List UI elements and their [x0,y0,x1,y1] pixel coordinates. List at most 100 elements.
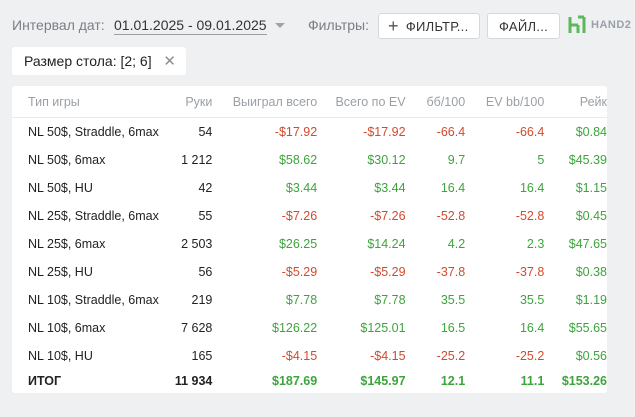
game-type-cell: NL 25$, 6max [28,237,106,251]
table-row[interactable]: NL 25$, Straddle, 6max 55 -$7.26 -$7.26 -52.… [12,202,607,230]
table-row[interactable]: NL 10$, HU 165 -$4.15 -$4.15 -25.2 -25.2 $0.56 [12,342,607,370]
bb100-cell: 16.5 [440,321,466,335]
rake-cell: $0.84 [575,125,607,139]
bb100-cell: -66.4 [436,125,466,139]
table-row[interactable]: NL 50$, Straddle, 6max 54 -$17.92 -$17.92 -6… [12,118,607,147]
bb100-cell: -37.8 [436,265,466,279]
bb100-cell: -52.8 [436,209,466,223]
game-type-cell: NL 10$, Straddle, 6max [28,293,159,307]
table-row[interactable]: NL 25$, HU 56 -$5.29 -$5.29 -37.8 -37.8 $0.38 [12,258,607,286]
bb100-cell: 9.7 [447,153,466,167]
hands-cell: 7 628 [181,321,213,335]
close-icon[interactable]: ✕ [163,53,176,70]
bb100-cell: 4.2 [447,237,466,251]
filter-chip-label: Размер стола: [2; 6] [24,53,152,69]
date-range-picker[interactable]: 01.01.2025 - 09.01.2025 [114,17,267,35]
ev-bb100-cell: 16.4 [519,181,545,195]
bb100-cell: -25.2 [436,349,466,363]
file-button[interactable]: ФАЙЛ... [487,13,560,39]
rake-cell: $153.26 [561,373,607,388]
hands-cell: 42 [198,181,213,195]
rake-cell: $55.65 [568,321,607,335]
won-total-cell: $58.62 [278,153,318,167]
bb100-cell: 16.4 [440,181,466,195]
rake-cell: $47.65 [568,237,607,251]
won-total-cell: -$4.15 [281,349,318,363]
won-total-cell: -$5.29 [281,265,318,279]
rake-cell: $0.38 [575,265,607,279]
filters-label: Фильтры: [308,17,369,33]
bb100-cell: 12.1 [440,373,466,388]
ev-total-cell: $7.78 [374,293,406,307]
filter-chip-table-size[interactable]: Размер стола: [2; 6] ✕ [12,47,186,75]
won-total-cell: -$7.26 [281,209,318,223]
ev-total-cell: -$4.15 [370,349,406,363]
column-header-bb100[interactable]: бб/100 [405,86,466,118]
table-row[interactable]: NL 10$, 6max 7 628 $126.22 $125.01 16.5 16.4 $… [12,314,607,342]
column-header-hands[interactable]: Руки [168,86,213,118]
table-row[interactable]: NL 50$, HU 42 $3.44 $3.44 16.4 16.4 $1.15 [12,174,607,202]
ev-bb100-cell: 35.5 [519,293,545,307]
ev-bb100-cell: -37.8 [515,265,545,279]
ev-bb100-cell: -52.8 [515,209,545,223]
date-interval-label: Интервал дат: [12,17,105,33]
file-button-label: ФАЙЛ... [499,18,549,34]
ev-total-cell: -$17.92 [363,125,406,139]
ev-total-cell: $145.97 [360,373,406,388]
column-header-ev-total[interactable]: Всего по EV [317,86,406,118]
rake-cell: $0.45 [575,209,607,223]
table-total-row[interactable]: ИТОГ 11 934 $187.69 $145.97 12.1 11.1 $153.26 [12,370,607,391]
ev-total-cell: $30.12 [367,153,406,167]
table-row[interactable]: NL 25$, 6max 2 503 $26.25 $14.24 4.2 2.3 $47.6… [12,230,607,258]
won-total-cell: -$17.92 [274,125,318,139]
game-type-cell: NL 10$, HU [28,349,93,363]
add-filter-button[interactable]: + ФИЛЬТР... [378,13,480,39]
chevron-down-icon[interactable] [275,23,285,28]
ev-bb100-cell: -25.2 [515,349,545,363]
column-header-ev-bb100[interactable]: EV bb/100 [465,86,545,118]
stats-panel: Тип игры Руки Выиграл всего Всего по EV … [12,86,607,393]
ev-bb100-cell: 16.4 [519,321,545,335]
column-header-game-type[interactable]: Тип игры [12,86,169,118]
ev-bb100-cell: 5 [537,153,545,167]
hands-cell: 56 [198,265,213,279]
game-type-cell: NL 50$, HU [28,181,93,195]
ev-total-cell: -$7.26 [370,209,406,223]
stats-table: Тип игры Руки Выиграл всего Всего по EV … [12,86,607,391]
game-type-cell: NL 50$, 6max [28,153,106,167]
rake-cell: $1.19 [575,293,607,307]
logo-icon [568,15,586,33]
hands-cell: 2 503 [181,237,213,251]
ev-bb100-cell: 11.1 [520,373,545,388]
hands-cell: 11 934 [174,373,213,388]
won-total-cell: $126.22 [272,321,318,335]
table-header-row: Тип игры Руки Выиграл всего Всего по EV … [12,86,607,118]
bb100-cell: 35.5 [440,293,466,307]
add-filter-label: ФИЛЬТР... [405,18,469,34]
table-row[interactable]: NL 10$, Straddle, 6max 219 $7.78 $7.78 35.5 3… [12,286,607,314]
app-logo: HAND2 [567,15,631,35]
game-type-cell: NL 50$, Straddle, 6max [28,125,159,139]
rake-cell: $45.39 [568,153,607,167]
game-type-cell: NL 25$, Straddle, 6max [28,209,159,223]
rake-cell: $0.56 [575,349,607,363]
hands-cell: 219 [191,293,213,307]
logo-text: HAND2 [591,19,632,31]
hands-cell: 54 [198,125,213,139]
hands-cell: 55 [198,209,213,223]
table-row[interactable]: NL 50$, 6max 1 212 $58.62 $30.12 9.7 5 $45.39 [12,146,607,174]
column-header-won-total[interactable]: Выиграл всего [212,86,318,118]
hands-cell: 1 212 [181,153,213,167]
game-type-cell: ИТОГ [28,373,62,388]
ev-bb100-cell: -66.4 [515,125,545,139]
hands-cell: 165 [191,349,213,363]
ev-total-cell: $14.24 [367,237,406,251]
won-total-cell: $3.44 [285,181,318,195]
rake-cell: $1.15 [575,181,607,195]
ev-total-cell: -$5.29 [370,265,406,279]
toolbar: Интервал дат: 01.01.2025 - 09.01.2025 Фи… [0,0,635,52]
column-header-rake[interactable]: Рейк [544,86,607,118]
won-total-cell: $7.78 [285,293,318,307]
won-total-cell: $26.25 [278,237,318,251]
ev-bb100-cell: 2.3 [526,237,545,251]
